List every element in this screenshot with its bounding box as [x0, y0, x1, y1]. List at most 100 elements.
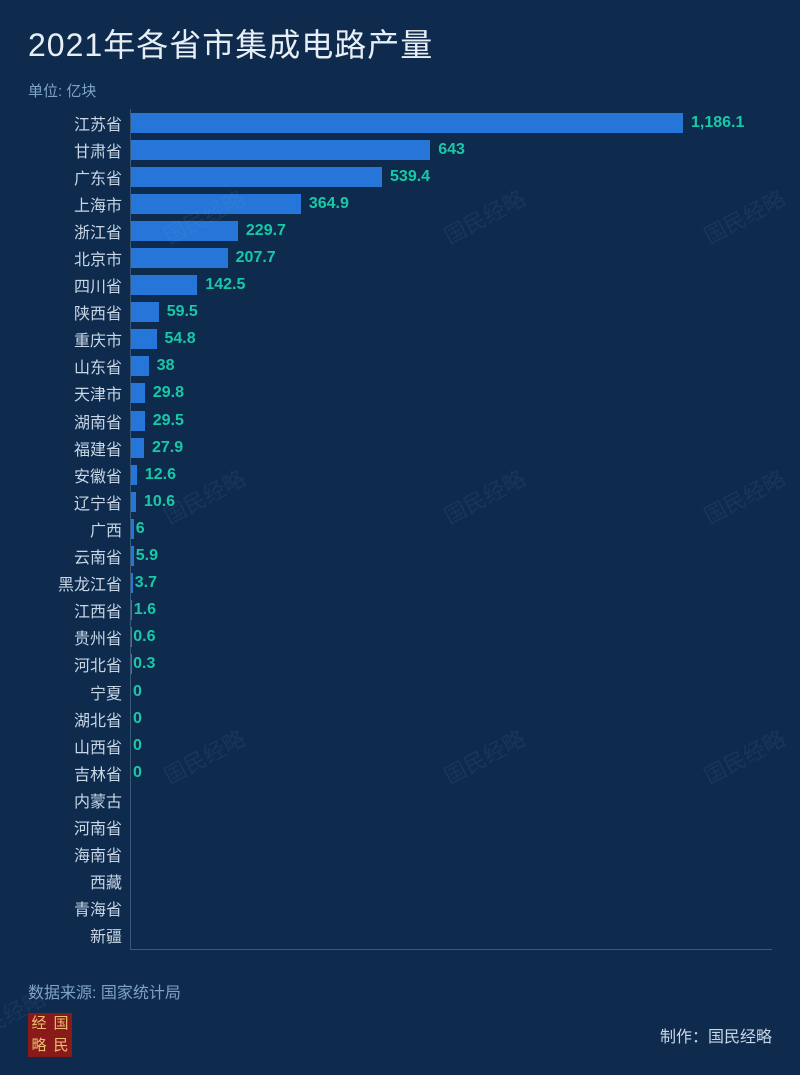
bar-value: 10.6: [144, 493, 175, 511]
bar-row: 0.3: [131, 651, 772, 678]
bar-value: 0: [133, 710, 142, 728]
bar: [131, 275, 197, 295]
bar: [131, 140, 430, 160]
bar-row: 54.8: [131, 326, 772, 353]
logo-char: 国: [53, 1016, 68, 1031]
bar-row: 364.9: [131, 190, 772, 217]
bar-row: [131, 895, 772, 922]
category-label: 湖北省: [28, 707, 130, 731]
bar-row: [131, 868, 772, 895]
bar-row: [131, 841, 772, 868]
category-label: 广东省: [28, 165, 130, 189]
bar-value: 229.7: [246, 222, 286, 240]
bar-value: 643: [438, 141, 465, 159]
category-label: 河南省: [28, 815, 130, 839]
bar-value: 142.5: [205, 276, 245, 294]
bar: [131, 113, 683, 133]
category-label: 海南省: [28, 842, 130, 866]
category-label: 贵州省: [28, 625, 130, 649]
category-label: 福建省: [28, 436, 130, 460]
category-label: 甘肃省: [28, 138, 130, 162]
bar: [131, 465, 137, 485]
bar-row: 12.6: [131, 461, 772, 488]
bar-value: 1.6: [134, 601, 156, 619]
bar-value: 1,186.1: [691, 114, 744, 132]
bar-value: 364.9: [309, 195, 349, 213]
bar-row: 643: [131, 136, 772, 163]
bar-row: 6: [131, 515, 772, 542]
category-label: 新疆: [28, 923, 130, 947]
bar-value: 207.7: [236, 249, 276, 267]
bar-value: 59.5: [167, 303, 198, 321]
bar-value: 0: [133, 683, 142, 701]
logo-char: 民: [53, 1038, 68, 1053]
category-label: 云南省: [28, 544, 130, 568]
bar-value: 29.8: [153, 384, 184, 402]
bar-row: 1.6: [131, 597, 772, 624]
bar-row: 0: [131, 678, 772, 705]
bar: [131, 302, 159, 322]
bar: [131, 546, 134, 566]
category-label: 湖南省: [28, 409, 130, 433]
bar-row: 3.7: [131, 570, 772, 597]
bar-row: 0: [131, 732, 772, 759]
category-label: 青海省: [28, 896, 130, 920]
category-label: 河北省: [28, 652, 130, 676]
bar-row: 38: [131, 353, 772, 380]
bar-row: 539.4: [131, 163, 772, 190]
credit-label: 制作：国民经略: [660, 1023, 772, 1047]
bar-row: 142.5: [131, 272, 772, 299]
bar: [131, 411, 145, 431]
bars-column: 1,186.1 643 539.4 364.9 229.7 207.7 142.5 59.5 5…: [130, 109, 772, 949]
bar-row: 59.5: [131, 299, 772, 326]
chart-container: 2021年各省市集成电路产量 单位: 亿块 江苏省甘肃省广东省上海市浙江省北京市…: [0, 0, 800, 1066]
category-label: 江西省: [28, 598, 130, 622]
bar-value: 12.6: [145, 466, 176, 484]
category-label: 天津市: [28, 381, 130, 405]
category-label: 四川省: [28, 273, 130, 297]
bar-value: 0.3: [133, 655, 155, 673]
bar-value: 0: [133, 737, 142, 755]
bar-value: 38: [157, 357, 175, 375]
bar-row: 29.8: [131, 380, 772, 407]
bar-value: 0: [133, 764, 142, 782]
bar-row: 0.6: [131, 624, 772, 651]
category-label: 广西: [28, 517, 130, 541]
chart-area: 江苏省甘肃省广东省上海市浙江省北京市四川省陕西省重庆市山东省天津市湖南省福建省安…: [28, 109, 772, 949]
category-label: 宁夏: [28, 680, 130, 704]
category-label: 浙江省: [28, 219, 130, 243]
publisher-logo: 经 国 略 民: [28, 1013, 72, 1057]
bar-value: 3.7: [135, 574, 157, 592]
labels-column: 江苏省甘肃省广东省上海市浙江省北京市四川省陕西省重庆市山东省天津市湖南省福建省安…: [28, 109, 130, 949]
category-label: 辽宁省: [28, 490, 130, 514]
bar-row: [131, 922, 772, 949]
bar-row: [131, 813, 772, 840]
category-label: 北京市: [28, 246, 130, 270]
bar-row: 27.9: [131, 434, 772, 461]
bar: [131, 383, 145, 403]
bar: [131, 167, 382, 187]
category-label: 内蒙古: [28, 788, 130, 812]
logo-char: 略: [31, 1038, 46, 1053]
chart-title: 2021年各省市集成电路产量: [28, 20, 772, 66]
axis-line: [130, 949, 772, 950]
logo-char: 经: [31, 1016, 46, 1031]
category-label: 江苏省: [28, 111, 130, 135]
category-label: 山东省: [28, 354, 130, 378]
bar-value: 29.5: [153, 412, 184, 430]
bar: [131, 248, 228, 268]
bar-row: 29.5: [131, 407, 772, 434]
bar: [131, 329, 157, 349]
bar: [131, 573, 133, 593]
category-label: 吉林省: [28, 761, 130, 785]
category-label: 陕西省: [28, 300, 130, 324]
chart-unit: 单位: 亿块: [28, 80, 772, 101]
bar: [131, 194, 301, 214]
bar-row: 10.6: [131, 488, 772, 515]
category-label: 山西省: [28, 734, 130, 758]
bar: [131, 438, 144, 458]
bar-value: 0.6: [133, 628, 155, 646]
bar-row: 0: [131, 759, 772, 786]
bar: [131, 356, 149, 376]
bar-value: 27.9: [152, 439, 183, 457]
